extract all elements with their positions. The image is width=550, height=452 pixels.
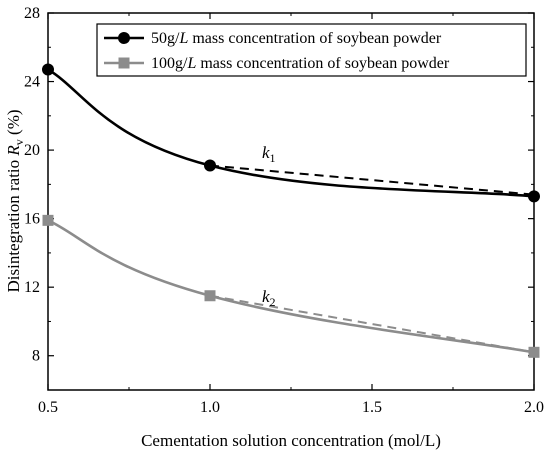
- series-point-2: [204, 290, 216, 302]
- series-point-1: [42, 63, 54, 76]
- y-tick-label: 12: [24, 279, 40, 296]
- axis-ticks: [47, 12, 535, 390]
- series-point-1: [528, 190, 540, 203]
- y-tick-label: 24: [24, 74, 40, 91]
- legend-label-prefix: 50g/: [151, 30, 180, 47]
- x-tick-label: 0.5: [38, 399, 58, 416]
- legend-marker-2: [118, 57, 130, 69]
- x-tick-label: 1.5: [362, 399, 382, 416]
- y-tick-label: 16: [24, 211, 40, 228]
- legend: 50g/L mass concentration of soybean powd…: [96, 23, 527, 77]
- series-point-1: [204, 159, 216, 172]
- legend-label-prefix: 100g/: [151, 55, 188, 72]
- trend-label-1: k1: [262, 143, 276, 165]
- trend-label-symbol: k: [262, 287, 270, 306]
- y-axis-title-symbol: R: [4, 145, 23, 157]
- legend-label-2: 100g/L mass concentration of soybean pow…: [151, 55, 450, 72]
- y-tick-label: 28: [24, 5, 40, 22]
- legend-box: [96, 23, 527, 77]
- y-tick-label: 20: [24, 142, 40, 159]
- x-axis-title: Cementation solution concentration (mol/…: [141, 431, 441, 450]
- legend-label-italic: L: [186, 55, 196, 72]
- legend-label-italic: L: [178, 30, 188, 47]
- legend-label-1: 50g/L mass concentration of soybean powd…: [151, 30, 442, 47]
- x-tick-label: 2.0: [524, 399, 544, 416]
- legend-label-suffix: mass concentration of soybean powder: [196, 55, 449, 72]
- y-axis-title-subscript: v: [12, 139, 26, 145]
- trend-label-2: k2: [262, 287, 276, 309]
- y-axis-title-main: Disintegration ratio: [4, 156, 23, 293]
- trend-label-subscript: 2: [270, 295, 276, 309]
- trend-label-symbol: k: [262, 143, 270, 162]
- series-line-1: [47, 68, 535, 198]
- y-tick-label: 8: [32, 348, 40, 365]
- legend-label-suffix: mass concentration of soybean powder: [188, 30, 441, 47]
- y-axis-title: Disintegration ratio Rv (%): [4, 109, 26, 292]
- series-point-2: [528, 346, 540, 358]
- series-point-2: [42, 214, 54, 226]
- trend-label-subscript: 1: [270, 151, 276, 165]
- series-layer: [42, 63, 540, 358]
- x-tick-label: 1.0: [200, 399, 220, 416]
- trend-line-1: [209, 164, 535, 196]
- series-line-2: [47, 219, 535, 354]
- y-axis-title-unit: (%): [4, 109, 23, 139]
- legend-marker-1: [118, 32, 130, 44]
